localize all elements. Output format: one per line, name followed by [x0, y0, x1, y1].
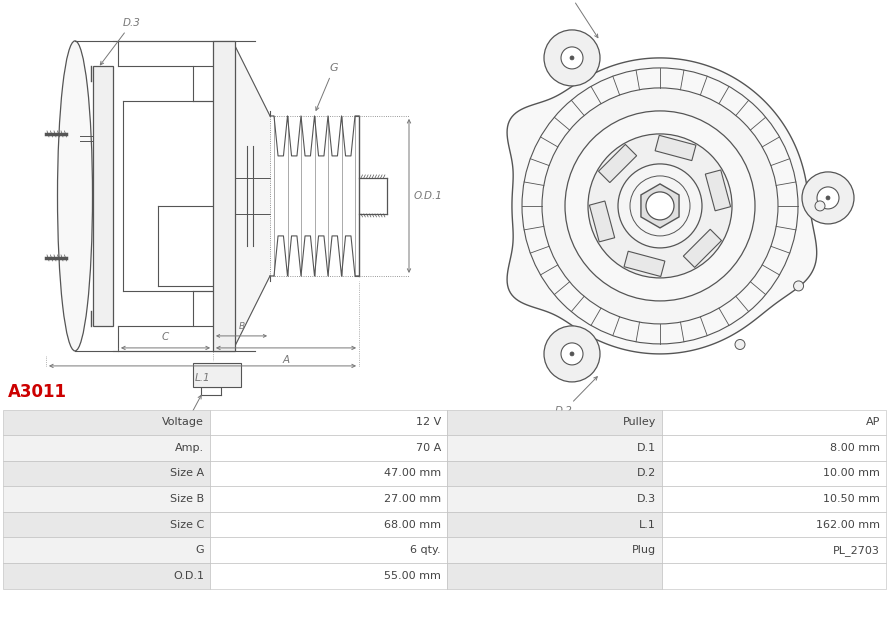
Text: O.D.1: O.D.1 [173, 571, 204, 581]
Bar [210, 512, 447, 538]
Bar [662, 563, 886, 589]
Text: 70 A: 70 A [416, 443, 441, 453]
Circle shape [735, 340, 745, 350]
Text: G: G [316, 63, 338, 110]
Circle shape [570, 352, 574, 356]
Polygon shape [589, 201, 614, 242]
Bar [93, 66, 113, 326]
Bar [662, 512, 886, 538]
Bar [3, 563, 210, 589]
Polygon shape [641, 184, 679, 228]
Text: 47.00 mm: 47.00 mm [384, 468, 441, 478]
Bar [447, 512, 662, 538]
Text: Size A: Size A [170, 468, 204, 478]
Text: G: G [196, 545, 204, 555]
Text: D.2: D.2 [637, 468, 656, 478]
Bar [662, 538, 886, 563]
Text: Voltage: Voltage [162, 417, 204, 427]
Text: 68.00 mm: 68.00 mm [384, 520, 441, 530]
Text: AP: AP [866, 417, 880, 427]
Bar [210, 460, 447, 487]
Bar [662, 487, 886, 512]
Bar [447, 435, 662, 460]
Bar [3, 409, 210, 435]
Text: 8.00 mm: 8.00 mm [830, 443, 880, 453]
Bar [3, 435, 210, 460]
Text: D.3: D.3 [100, 18, 140, 65]
Bar [210, 409, 447, 435]
Bar [662, 460, 886, 487]
Bar [193, 363, 241, 387]
Bar [3, 460, 210, 487]
Polygon shape [507, 58, 817, 354]
Text: C: C [162, 332, 169, 342]
Circle shape [646, 192, 674, 220]
Text: Amp.: Amp. [175, 443, 204, 453]
Text: D.4: D.4 [178, 396, 201, 427]
Circle shape [815, 201, 825, 211]
Text: Size B: Size B [170, 494, 204, 504]
Bar [447, 563, 662, 589]
Text: D.3: D.3 [637, 494, 656, 504]
Bar [3, 512, 210, 538]
Bar [210, 538, 447, 563]
Text: L.1: L.1 [639, 520, 656, 530]
Ellipse shape [58, 41, 92, 351]
Bar [662, 409, 886, 435]
Bar [210, 435, 447, 460]
Bar [447, 538, 662, 563]
Text: L.1: L.1 [195, 373, 211, 383]
Circle shape [544, 30, 600, 86]
Bar [447, 460, 662, 487]
Text: 10.00 mm: 10.00 mm [823, 468, 880, 478]
Polygon shape [705, 170, 731, 211]
Text: 12 V: 12 V [416, 417, 441, 427]
Circle shape [618, 164, 702, 248]
Text: A3011: A3011 [8, 383, 67, 401]
Text: O.D.1: O.D.1 [414, 191, 443, 201]
Bar [210, 487, 447, 512]
Polygon shape [684, 229, 722, 267]
Circle shape [561, 47, 583, 69]
Bar [447, 409, 662, 435]
Text: Plug: Plug [632, 545, 656, 555]
Text: 10.50 mm: 10.50 mm [823, 494, 880, 504]
Text: 27.00 mm: 27.00 mm [384, 494, 441, 504]
Text: Pulley: Pulley [622, 417, 656, 427]
Bar [662, 435, 886, 460]
Circle shape [802, 172, 854, 224]
Bar [3, 538, 210, 563]
Polygon shape [655, 135, 696, 161]
Text: D.1: D.1 [637, 443, 656, 453]
Circle shape [565, 111, 755, 301]
Text: Size C: Size C [170, 520, 204, 530]
Text: D.2: D.2 [555, 377, 597, 416]
Circle shape [570, 56, 574, 60]
Circle shape [561, 343, 583, 365]
Text: D.1: D.1 [560, 0, 598, 37]
Text: B: B [238, 322, 244, 331]
Text: A: A [283, 355, 290, 365]
Bar [213, 41, 235, 351]
Circle shape [794, 281, 804, 291]
Text: 6 qty.: 6 qty. [411, 545, 441, 555]
Text: 55.00 mm: 55.00 mm [384, 571, 441, 581]
Bar [210, 563, 447, 589]
Polygon shape [235, 46, 270, 346]
Circle shape [544, 326, 600, 382]
Polygon shape [624, 251, 665, 277]
Circle shape [826, 196, 830, 200]
Circle shape [817, 187, 839, 209]
Circle shape [588, 134, 732, 278]
Text: 162.00 mm: 162.00 mm [816, 520, 880, 530]
Circle shape [542, 88, 778, 324]
Polygon shape [598, 145, 637, 183]
Bar [3, 487, 210, 512]
Text: PL_2703: PL_2703 [833, 545, 880, 556]
Bar [447, 487, 662, 512]
